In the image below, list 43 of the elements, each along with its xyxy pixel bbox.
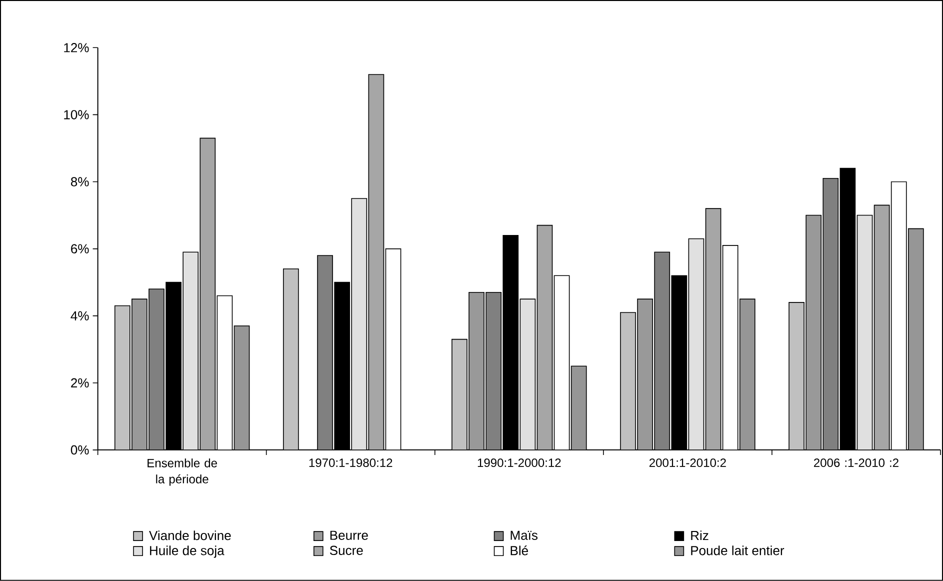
bar — [234, 326, 250, 450]
bar — [654, 252, 670, 450]
legend-label: Blé — [510, 546, 528, 556]
y-tick-label: 8% — [70, 177, 89, 186]
bar — [856, 214, 873, 450]
bar — [351, 198, 368, 450]
legend-label: Maïs — [510, 530, 538, 540]
bar — [688, 238, 704, 450]
y-tick-label: 2% — [71, 378, 89, 388]
bar — [148, 288, 164, 450]
bar — [520, 298, 536, 450]
bar — [908, 228, 924, 450]
bar — [452, 338, 468, 450]
legend-label: Huile de soja — [150, 546, 224, 558]
x-tick-label: 2006 :1-2010 :2 — [814, 458, 898, 468]
bar — [486, 292, 502, 450]
bar — [637, 298, 653, 450]
bar — [468, 292, 484, 450]
bar — [114, 305, 130, 450]
bar — [739, 298, 756, 450]
legend-label: Viande bovine — [149, 530, 231, 540]
y-tick-label: 6% — [71, 244, 89, 254]
legend-label: Beurre — [330, 530, 368, 540]
y-tick-label: 0% — [70, 445, 89, 455]
bar — [788, 302, 804, 450]
bar — [822, 178, 839, 450]
y-tick-label: 12% — [64, 43, 89, 52]
bar — [317, 255, 333, 450]
legend-label: Poude lait entier — [691, 546, 784, 556]
bar — [806, 214, 822, 450]
legend-label: Sucre — [330, 546, 363, 556]
bar — [570, 366, 587, 450]
legend-label: Riz — [691, 530, 708, 540]
x-tick-label: 1990:1-2000:12 — [478, 458, 561, 468]
y-tick-label: 4% — [70, 311, 89, 320]
bar — [620, 312, 636, 450]
x-tick-label: 2001:1-2010:2 — [649, 458, 726, 468]
x-tick-label: Ensemble de la période — [148, 458, 217, 486]
bar — [283, 268, 299, 450]
bar — [132, 298, 148, 450]
y-tick-label: 10% — [64, 110, 89, 120]
bar — [182, 252, 199, 450]
x-tick-label: 1970:1-1980:12 — [309, 458, 392, 468]
